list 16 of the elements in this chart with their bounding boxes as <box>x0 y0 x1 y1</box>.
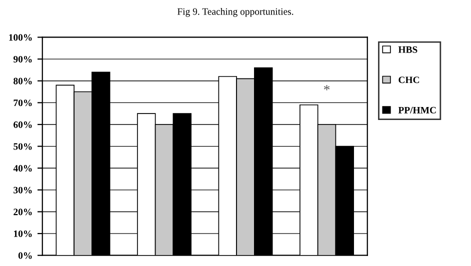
y-tick-label: 0% <box>18 252 32 259</box>
annotation: * <box>324 85 330 90</box>
chart-title: Fig 9. Teaching opportunities. <box>177 8 294 17</box>
y-tick-label: 70% <box>14 100 32 106</box>
y-tick-label: 90% <box>13 56 32 63</box>
y-tick-label: 20% <box>14 208 32 216</box>
y-tick-label: 60% <box>14 121 32 128</box>
y-tick-label: 40% <box>13 165 32 172</box>
y-tick-label: 50% <box>14 143 32 150</box>
y-tick-label: 100% <box>9 34 32 41</box>
y-tick-label: 30% <box>14 186 32 194</box>
y-tick-label: 10% <box>14 230 32 238</box>
legend-label: PP/HMC <box>398 106 436 114</box>
legend-label: CHC <box>398 76 420 84</box>
y-tick-label: 80% <box>14 78 32 84</box>
legend-label: HBS <box>398 46 418 53</box>
